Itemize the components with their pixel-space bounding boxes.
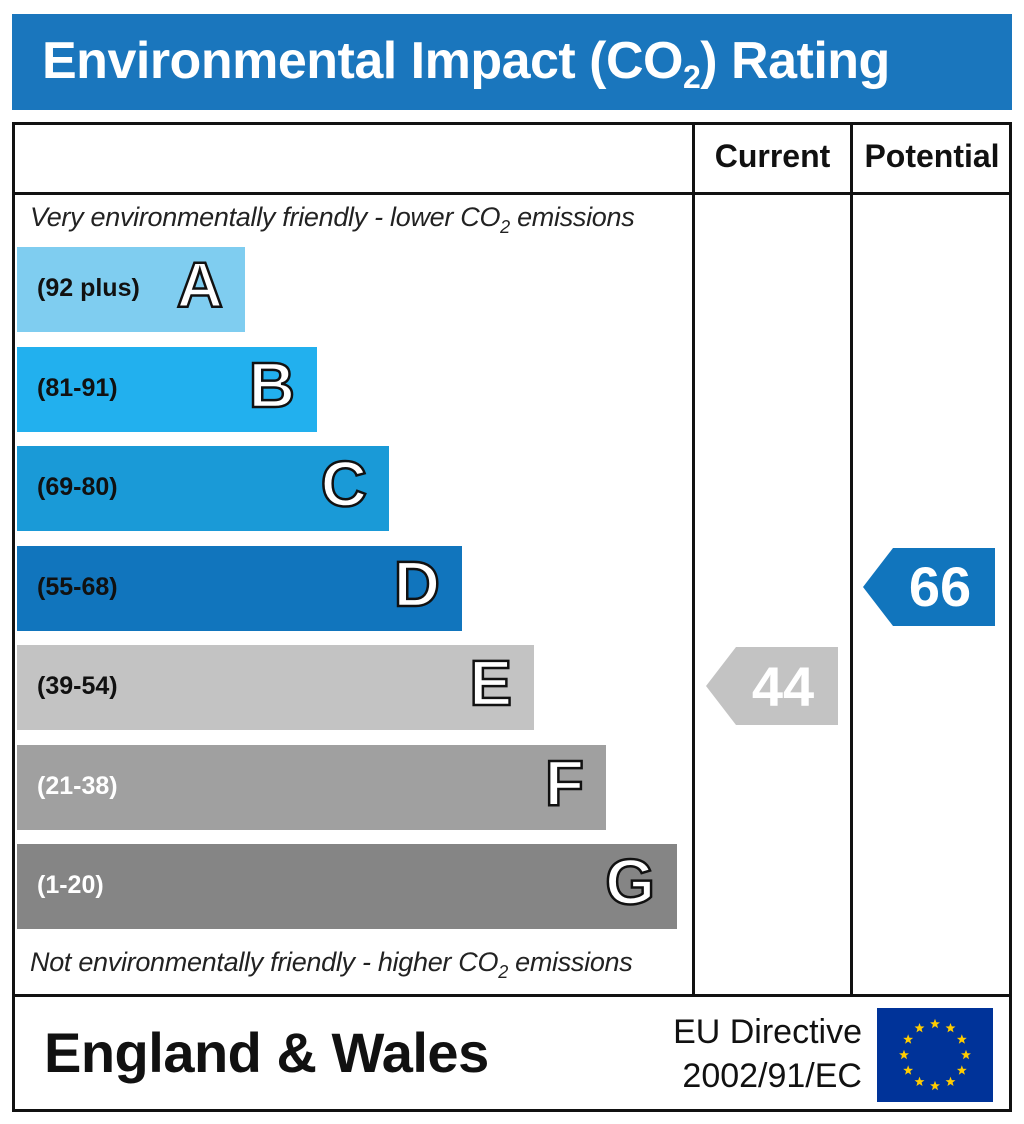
eu-star-icon [914, 1076, 925, 1087]
band-letter-label: D [393, 547, 442, 620]
band-b: (81-91) B [17, 346, 317, 432]
band-g: (1-20) G [17, 844, 677, 929]
band-range-label: (21-38) [37, 771, 118, 800]
band-range-label: (1-20) [37, 871, 104, 899]
header-divider [12, 192, 1012, 195]
band-range-label: (81-91) [37, 373, 118, 402]
eu-star-icon [956, 1034, 967, 1044]
potential-rating-arrow: 66 [863, 547, 995, 626]
directive-line-2: 2002/91/EC [682, 1057, 862, 1095]
potential-rating-arrow-value: 66 [908, 555, 972, 618]
region-label: England & Wales [44, 1021, 489, 1084]
band-letter-label: A [176, 249, 225, 321]
band-c: (69-80) C [17, 446, 389, 531]
directive-line-1: EU Directive [673, 1013, 862, 1051]
eu-directive: EU Directive 2002/91/EC [662, 1010, 862, 1098]
band-letter-label: G [604, 846, 656, 918]
eu-star-icon [903, 1065, 914, 1075]
current-column-header: Current [714, 138, 831, 174]
band-a: (92 plus) A [17, 247, 245, 332]
eu-star-icon [930, 1080, 940, 1091]
band-range-label: (55-68) [37, 572, 118, 601]
rating-frame [12, 122, 1012, 1112]
eu-star-icon [956, 1065, 967, 1075]
eu-flag-icon [877, 1008, 993, 1102]
potential-rating-arrow-shape [863, 547, 995, 626]
band-range-label: (39-54) [37, 672, 118, 700]
eu-star-icon [930, 1018, 940, 1029]
band-d: (55-68) D [17, 545, 462, 631]
eu-star-icon [945, 1076, 956, 1087]
title-bar: Environmental Impact (CO2) Rating [12, 14, 1012, 110]
current-rating-arrow-value: 44 [751, 654, 815, 718]
potential-column-header: Potential [864, 138, 1000, 174]
band-letter-label: E [468, 647, 513, 719]
band-e: (39-54) E [17, 645, 534, 730]
band-letter-label: C [320, 448, 369, 520]
footer-divider [12, 994, 1012, 997]
chart-title: Environmental Impact (CO2) Rating [42, 32, 890, 95]
scale-bottom-note: Not environmentally friendly - higher CO… [30, 947, 633, 982]
current-rating-arrow-shape [706, 647, 838, 725]
eu-star-icon [961, 1049, 971, 1060]
band-range-label: (92 plus) [37, 274, 140, 302]
column-divider-left [692, 122, 695, 996]
scale-top-note: Very environmentally friendly - lower CO… [30, 202, 635, 237]
eu-star-icon [914, 1022, 925, 1033]
band-letter-label: B [248, 348, 297, 421]
column-divider-right [850, 122, 853, 996]
band-f: (21-38) F [17, 744, 606, 830]
band-letter-label: F [544, 746, 586, 819]
current-rating-arrow: 44 [706, 647, 838, 725]
eu-star-icon [899, 1049, 909, 1060]
eu-star-icon [945, 1022, 956, 1033]
eu-star-icon [903, 1034, 914, 1044]
band-range-label: (69-80) [37, 473, 118, 501]
